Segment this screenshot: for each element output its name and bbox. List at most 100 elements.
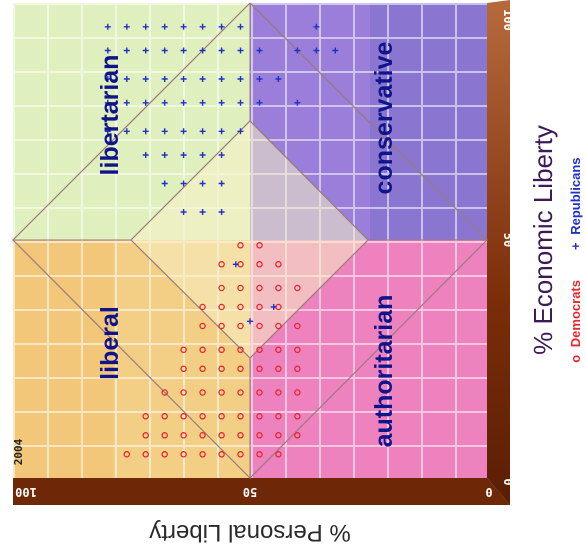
democrat-point	[218, 365, 225, 373]
republican-point	[142, 23, 149, 30]
democrat-point	[256, 303, 263, 311]
republican-point	[161, 23, 168, 30]
republican-point	[237, 128, 244, 135]
democrat-point	[180, 451, 187, 458]
republican-point	[256, 99, 263, 106]
democrat-point	[237, 451, 244, 458]
democrat-point	[294, 322, 301, 330]
republican-point	[161, 76, 168, 82]
axis-title-personal: % Personal Liberty	[149, 519, 350, 546]
region-label-liberal: liberal	[96, 306, 124, 380]
republican-point	[218, 128, 225, 135]
republican-point	[104, 76, 111, 82]
democrat-point	[294, 284, 301, 292]
democrat-point	[256, 365, 263, 373]
frame-right	[487, 0, 510, 505]
republican-point	[199, 180, 206, 187]
democrat-point	[218, 432, 225, 439]
republican-point	[313, 23, 320, 30]
democrat-point	[275, 413, 282, 420]
democrat-point	[123, 451, 131, 458]
democrat-point	[275, 346, 282, 354]
democrat-point	[142, 432, 149, 439]
region-label-libertarian: libertarian	[96, 55, 124, 176]
republican-point	[104, 47, 111, 54]
econ-tick-50: 50	[501, 233, 515, 247]
democrat-point	[218, 413, 225, 420]
republican-point	[199, 209, 206, 215]
republican-point	[199, 23, 206, 30]
republican-point	[218, 152, 225, 158]
democrat-point	[256, 432, 263, 439]
points-layer	[104, 23, 339, 458]
democrat-point	[237, 242, 244, 249]
republican-point	[123, 128, 130, 135]
democrat-point	[199, 413, 206, 420]
republican-point	[237, 23, 244, 30]
republican-point	[123, 99, 130, 106]
republican-point	[218, 47, 225, 54]
democrat-point	[256, 346, 263, 354]
republican-point	[180, 209, 187, 215]
republican-point	[294, 99, 301, 106]
democrat-point	[256, 413, 263, 420]
republican-point	[104, 128, 111, 135]
republican-point	[199, 128, 206, 135]
econ-tick-0: 0	[501, 478, 515, 485]
pers-tick-0: 0	[485, 485, 492, 499]
republican-point	[199, 76, 206, 82]
republican-point	[180, 128, 187, 135]
democrat-point	[275, 261, 282, 268]
democrat-point	[180, 432, 187, 439]
republican-point	[180, 152, 187, 158]
republican-point	[218, 209, 225, 215]
democrat-point	[218, 303, 225, 311]
democrat-point	[237, 389, 244, 396]
democrat-point	[275, 322, 282, 330]
region-label-authoritarian: authoritarian	[370, 295, 398, 448]
republican-point	[180, 99, 187, 106]
republican-point	[247, 318, 253, 325]
republican-point	[161, 180, 168, 187]
democrat-point	[161, 413, 168, 420]
legend: o Democrats + Republicans	[568, 157, 583, 362]
democrat-point	[237, 432, 244, 439]
democrat-point	[237, 322, 244, 330]
democrat-point	[237, 413, 244, 420]
democrat-point	[161, 432, 168, 439]
econ-tick-100: 100	[501, 9, 515, 31]
republican-point	[332, 47, 339, 54]
republican-point	[123, 47, 130, 54]
democrat-point	[180, 365, 187, 373]
republican-point	[218, 76, 225, 82]
republican-point	[218, 23, 225, 30]
democrat-point	[275, 365, 282, 373]
democrat-point	[199, 451, 206, 458]
democrat-point	[218, 322, 225, 330]
democrat-point	[256, 261, 263, 268]
democrat-point	[237, 284, 244, 292]
republican-point	[161, 99, 168, 106]
republican-point	[256, 76, 263, 82]
legend-democrats: o Democrats	[568, 280, 583, 363]
republican-point	[218, 99, 225, 106]
democrat-point	[294, 346, 301, 354]
legend-republicans: + Republicans	[568, 157, 583, 250]
republican-point	[237, 76, 244, 82]
democrat-point	[218, 284, 225, 292]
republican-point	[199, 47, 206, 54]
republican-point	[142, 128, 149, 135]
republican-point	[294, 47, 301, 54]
year-label: 2004	[12, 438, 25, 465]
republican-point	[104, 99, 111, 106]
democrat-point	[237, 303, 244, 311]
democrat-point	[275, 432, 282, 439]
republican-point	[161, 128, 168, 135]
frame-bottom	[13, 478, 510, 505]
republican-point	[123, 76, 130, 82]
democrat-point	[218, 261, 225, 268]
pers-tick-100: 100	[15, 485, 37, 499]
republican-point	[275, 76, 282, 82]
republican-point	[313, 47, 320, 54]
